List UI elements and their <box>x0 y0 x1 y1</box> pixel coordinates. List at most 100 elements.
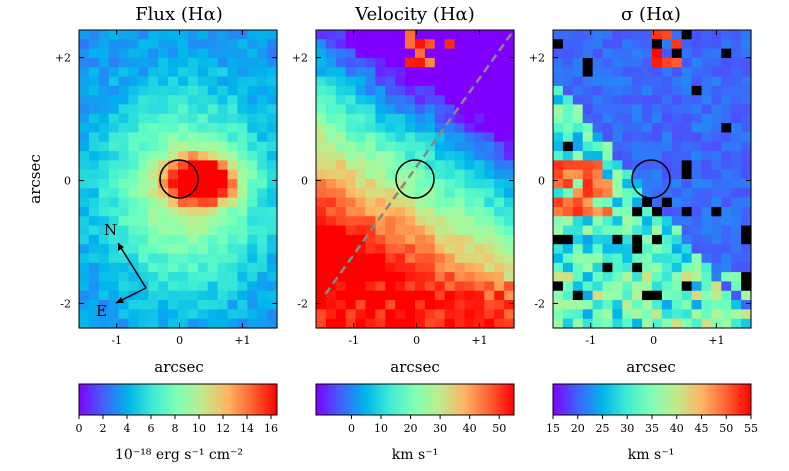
heatmap-cell <box>582 244 594 255</box>
heatmap-cell <box>464 272 475 283</box>
heatmap-cell <box>197 216 209 227</box>
heatmap-cell <box>652 179 663 189</box>
heatmap-cell <box>79 244 90 255</box>
heatmap-cell <box>434 104 446 115</box>
heatmap-cell <box>494 253 505 264</box>
heatmap-cell <box>79 57 90 68</box>
heatmap-cell <box>178 76 189 87</box>
heatmap-cell <box>267 39 278 50</box>
heatmap-cell <box>562 85 574 96</box>
heatmap-cell <box>721 272 732 283</box>
heatmap-cell <box>267 318 278 329</box>
heatmap-cell <box>731 85 742 96</box>
heatmap-cell <box>671 318 683 329</box>
heatmap-cell <box>237 113 248 124</box>
colorbar-tick-label: 15 <box>546 422 560 435</box>
heatmap-cell <box>592 141 604 152</box>
heatmap-cell <box>187 318 199 329</box>
heatmap-cell <box>395 262 406 273</box>
heatmap-cell <box>671 132 683 143</box>
heatmap-cell <box>464 179 475 189</box>
heatmap-cell <box>385 179 396 189</box>
heatmap-cell <box>691 216 703 227</box>
heatmap-cell <box>415 272 426 283</box>
heatmap-cell <box>691 188 703 199</box>
heatmap-cell <box>108 104 120 115</box>
heatmap-cell <box>553 104 564 115</box>
heatmap-cell <box>187 300 199 310</box>
heatmap-cell <box>187 169 199 180</box>
heatmap-cell <box>464 216 475 227</box>
heatmap-cell <box>375 179 386 189</box>
heatmap-cell <box>325 318 337 329</box>
heatmap-cell <box>178 206 189 217</box>
heatmap-cell <box>622 206 633 217</box>
heatmap-cell <box>355 85 367 96</box>
heatmap-cell <box>562 272 574 283</box>
heatmap-cell <box>681 309 693 320</box>
heatmap-cell <box>504 132 515 143</box>
heatmap-cell <box>247 290 258 301</box>
heatmap-cell <box>148 188 159 199</box>
heatmap-cell <box>138 234 149 245</box>
heatmap-cell <box>187 151 199 161</box>
heatmap-cell <box>168 234 179 245</box>
heatmap-cell <box>415 160 426 171</box>
heatmap-cell <box>711 309 722 320</box>
heatmap-cell <box>128 123 139 134</box>
heatmap-cell <box>237 85 248 96</box>
heatmap-cell <box>267 113 278 124</box>
heatmap-cell <box>415 318 426 329</box>
heatmap-cell <box>582 216 594 227</box>
heatmap-cell <box>661 290 673 301</box>
heatmap-cell <box>612 57 623 68</box>
heatmap-cell <box>464 132 475 143</box>
heatmap-cell <box>88 57 100 68</box>
heatmap-cell <box>691 206 703 217</box>
heatmap-cell <box>622 253 633 264</box>
heatmap-cell <box>415 281 426 292</box>
heatmap-cell <box>247 179 258 189</box>
heatmap-cell <box>434 160 446 171</box>
heatmap-cell <box>562 188 574 199</box>
heatmap-cell <box>217 39 229 50</box>
heatmap-cell <box>345 141 357 152</box>
heatmap-cell <box>642 39 653 50</box>
heatmap-cell <box>168 123 179 134</box>
heatmap-cell <box>88 318 100 329</box>
heatmap-cell <box>731 113 742 124</box>
heatmap-cell <box>671 151 683 161</box>
heatmap-cell <box>257 57 268 68</box>
heatmap-cell <box>562 179 574 189</box>
heatmap-cell <box>79 253 90 264</box>
heatmap-cell <box>237 141 248 152</box>
heatmap-cell <box>217 234 229 245</box>
heatmap-cell <box>553 48 564 59</box>
heatmap-cell <box>345 67 357 78</box>
heatmap-cell <box>582 234 594 245</box>
heatmap-cell <box>267 234 278 245</box>
heatmap-cell <box>88 39 100 50</box>
heatmap-cell <box>178 123 189 134</box>
heatmap-cell <box>138 272 149 283</box>
heatmap-cell <box>375 160 386 171</box>
heatmap-cell <box>494 39 505 50</box>
heatmap-cell <box>207 85 219 96</box>
heatmap-cell <box>257 85 268 96</box>
heatmap-cell <box>187 132 199 143</box>
heatmap-cell <box>247 318 258 329</box>
heatmap-cell <box>128 216 139 227</box>
heatmap-cell <box>385 141 396 152</box>
heatmap-cell <box>207 39 219 50</box>
heatmap-cell <box>671 272 683 283</box>
heatmap-cell <box>187 95 199 106</box>
heatmap-cell <box>474 179 485 189</box>
heatmap-cell <box>385 206 396 217</box>
heatmap-cell <box>434 30 446 40</box>
heatmap-cell <box>237 272 248 283</box>
heatmap-cell <box>158 67 169 78</box>
heatmap-cell <box>504 253 515 264</box>
heatmap-cell <box>691 151 703 161</box>
heatmap-cell <box>257 206 268 217</box>
heatmap-cell <box>79 30 90 40</box>
